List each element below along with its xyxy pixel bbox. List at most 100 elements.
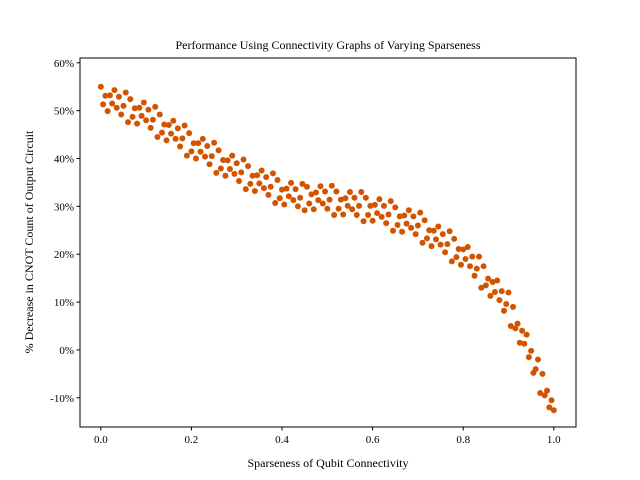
point [125, 119, 132, 126]
point [349, 206, 356, 213]
point [439, 231, 446, 238]
point [186, 130, 193, 137]
point [403, 220, 410, 227]
point [301, 207, 308, 214]
point [491, 289, 498, 296]
point [360, 218, 367, 225]
point [222, 172, 229, 179]
point [269, 170, 276, 177]
point [240, 156, 247, 163]
point [500, 307, 507, 314]
point [476, 253, 483, 260]
point [220, 156, 227, 163]
point [494, 277, 501, 284]
point [331, 211, 338, 218]
point [168, 130, 175, 137]
point [505, 289, 512, 296]
point [127, 96, 134, 103]
point [444, 241, 451, 248]
point [510, 303, 517, 310]
point [482, 282, 489, 289]
point [118, 111, 125, 118]
point [473, 265, 480, 272]
point [428, 243, 435, 250]
point [263, 174, 270, 181]
point [371, 201, 378, 208]
point [285, 193, 292, 200]
point [202, 153, 209, 160]
point [215, 147, 222, 154]
point [276, 195, 283, 202]
point [161, 121, 168, 128]
point [258, 167, 265, 174]
point [435, 223, 442, 230]
point [238, 169, 245, 176]
point [380, 202, 387, 209]
point [326, 196, 333, 203]
point [149, 116, 156, 123]
point [462, 256, 469, 263]
point [322, 188, 329, 195]
point [353, 211, 360, 218]
point [378, 213, 385, 220]
point [188, 148, 195, 155]
point [376, 196, 383, 203]
point [97, 83, 104, 90]
point [217, 165, 224, 172]
point [279, 186, 286, 193]
point [394, 222, 401, 229]
point [358, 189, 365, 196]
point [346, 189, 353, 196]
point [464, 244, 471, 251]
point [317, 183, 324, 190]
y-axis-label: % Decrease in CNOT Count of Output Circu… [22, 130, 36, 353]
point [299, 180, 306, 187]
point [199, 135, 206, 142]
point [152, 103, 159, 110]
y-tick-label: 30% [54, 201, 74, 213]
point [324, 205, 331, 212]
point [374, 210, 381, 217]
point [283, 185, 290, 192]
point [550, 407, 557, 414]
point [111, 87, 118, 94]
point [534, 356, 541, 363]
point [448, 258, 455, 265]
point [335, 205, 342, 212]
point [156, 111, 163, 118]
point [104, 108, 111, 115]
point [437, 241, 444, 248]
x-tick-label: 0.2 [185, 434, 199, 446]
point [390, 227, 397, 234]
x-tick-label: 0.4 [275, 434, 289, 446]
point [109, 100, 116, 107]
point [419, 239, 426, 246]
y-tick-label: -10% [50, 393, 74, 405]
point [297, 194, 304, 201]
point [546, 404, 553, 411]
point [433, 236, 440, 243]
point [174, 125, 181, 132]
point [272, 200, 279, 207]
point [249, 172, 256, 179]
point [281, 201, 288, 208]
point [206, 161, 213, 168]
point [544, 387, 551, 394]
point [245, 163, 252, 170]
point [242, 186, 249, 193]
point [195, 140, 202, 147]
point [446, 228, 453, 235]
point [512, 325, 519, 332]
point [460, 246, 467, 253]
chart-title: Performance Using Connectivity Graphs of… [175, 38, 480, 52]
point [412, 231, 419, 238]
x-axis-label: Sparseness of Qubit Connectivity [248, 456, 409, 470]
point [344, 202, 351, 209]
point [256, 180, 263, 187]
point [408, 224, 415, 231]
point [177, 143, 184, 150]
point [401, 212, 408, 219]
point [485, 275, 492, 282]
point [231, 170, 238, 177]
point [319, 200, 326, 207]
